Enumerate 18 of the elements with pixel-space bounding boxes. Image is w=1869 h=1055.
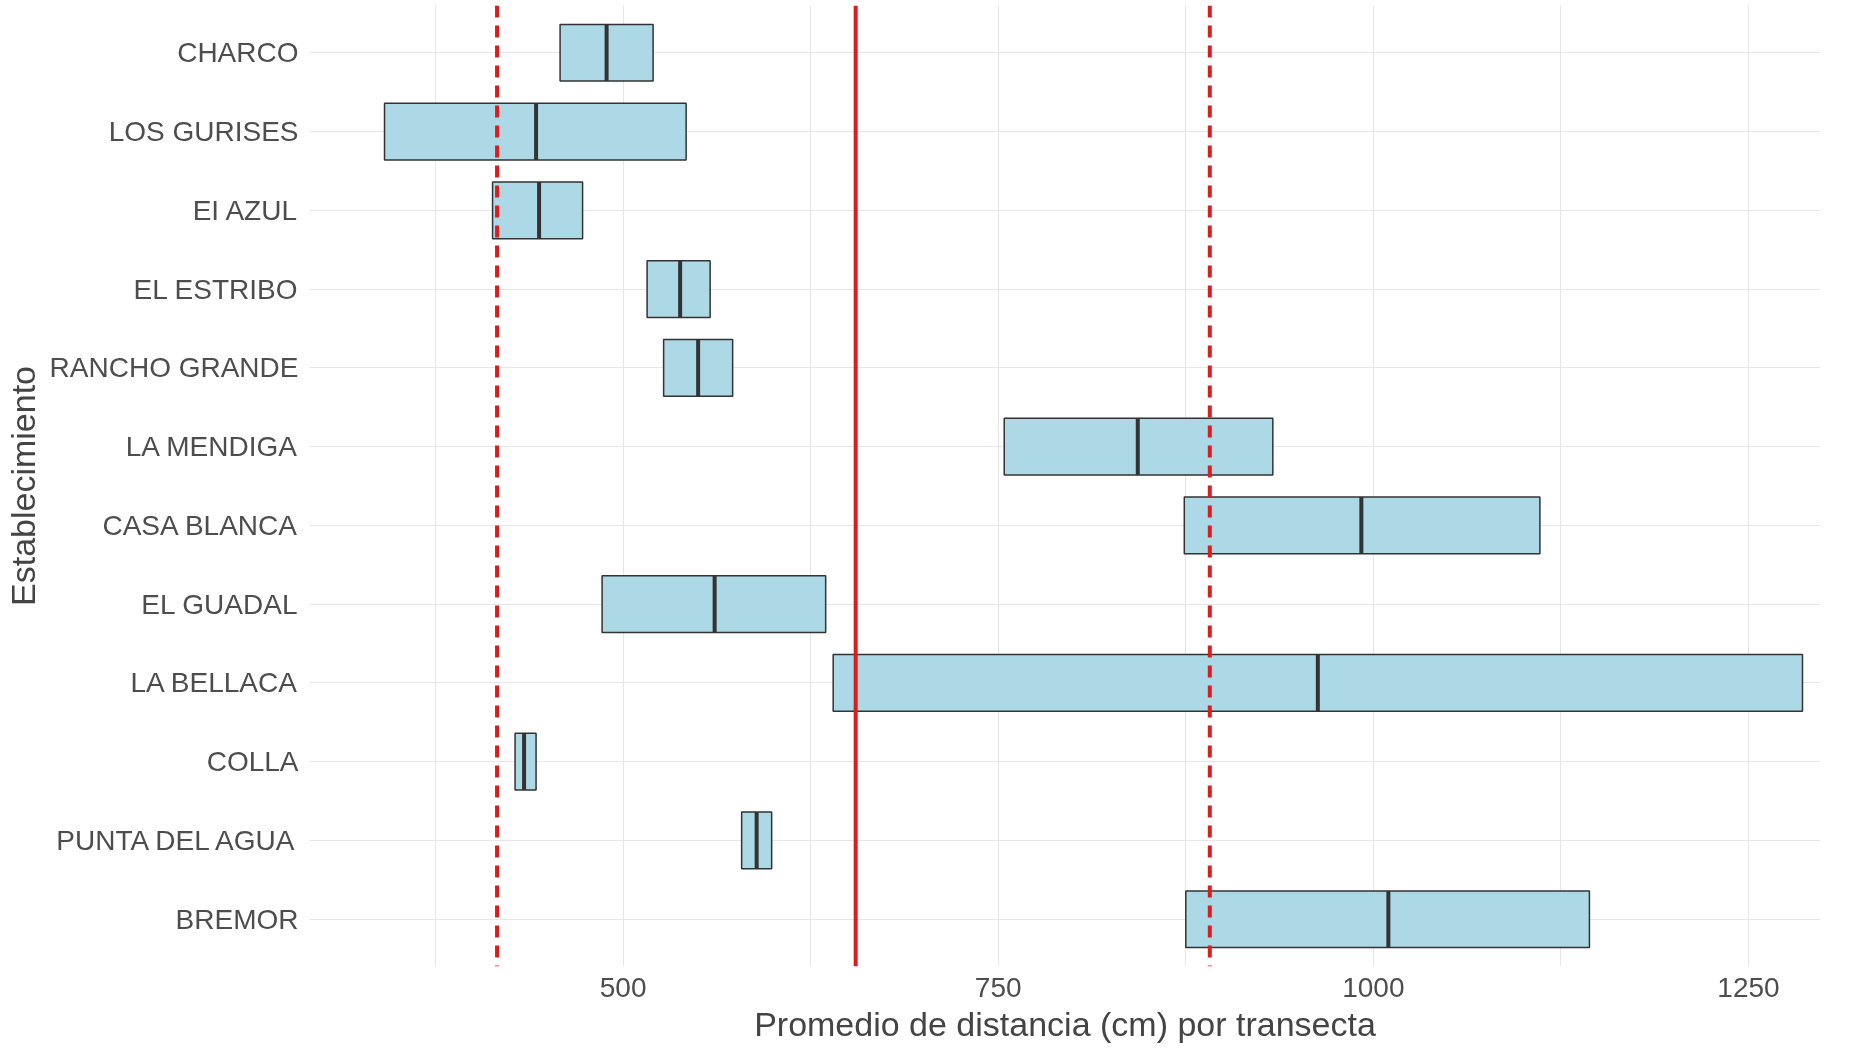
y-tick-label: CASA BLANCA	[102, 509, 298, 541]
y-tick-label: EI AZUL	[192, 194, 297, 226]
x-tick-label: 1250	[1717, 971, 1780, 1003]
y-tick-label: LA MENDIGA	[125, 431, 298, 463]
y-tick-label: LOS GURISES	[108, 116, 299, 148]
y-tick-label: CHARCO	[177, 37, 299, 69]
y-tick-label: RANCHO GRANDE	[49, 352, 299, 384]
x-tick-label: 500	[599, 971, 647, 1003]
y-tick-label: PUNTA DEL AGUA	[56, 824, 295, 856]
x-tick-label: 750	[974, 971, 1022, 1003]
y-tick-label: EL GUADAL	[141, 588, 298, 620]
y-tick-label: LA BELLACA	[130, 667, 298, 699]
y-tick-label: BREMOR	[175, 903, 299, 935]
x-axis-title: Promedio de distancia (cm) por transecta	[754, 1004, 1376, 1043]
y-axis-title: Establecimiento	[3, 365, 42, 606]
y-tick-label: COLLA	[206, 746, 299, 778]
y-tick-label: EL ESTRIBO	[133, 273, 298, 305]
x-tick-label: 1000	[1342, 971, 1405, 1003]
